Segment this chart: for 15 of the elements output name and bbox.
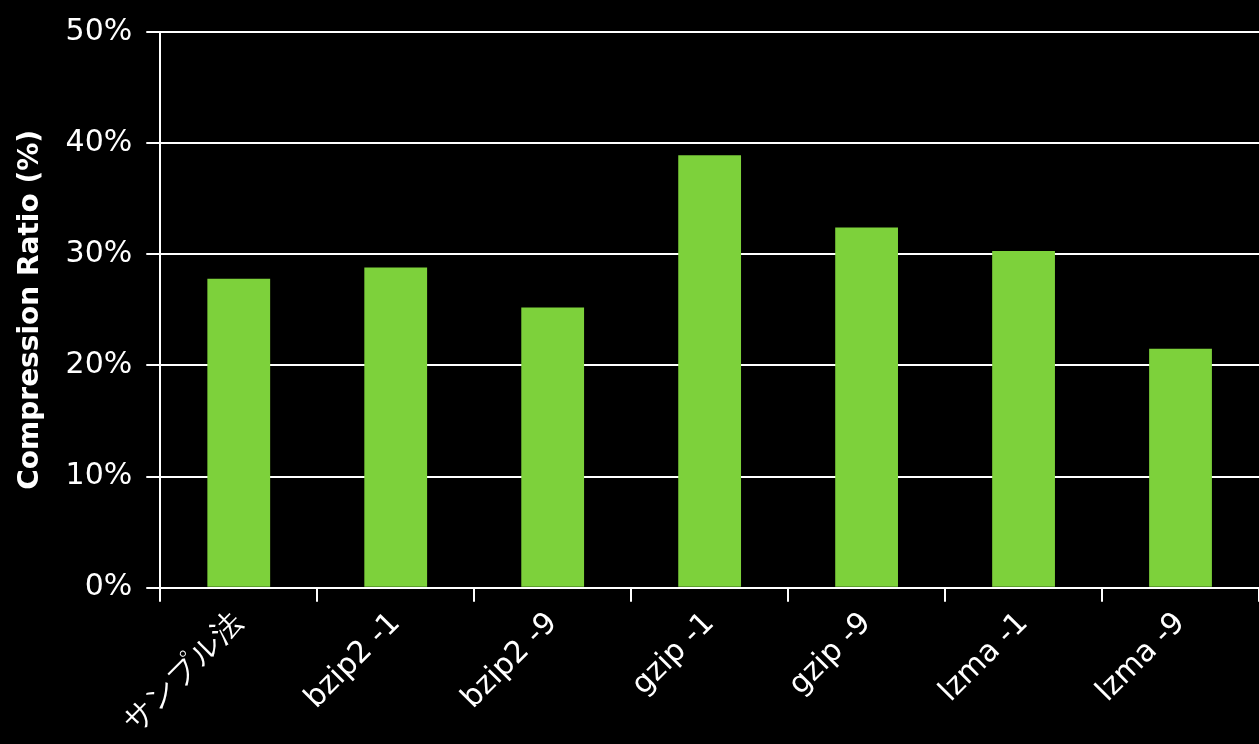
x-tick-label: サンプル法: [115, 604, 250, 738]
y-tick-label: 40%: [65, 122, 133, 158]
bar: [521, 307, 585, 587]
bar: [835, 227, 898, 587]
y-axis-title: Compression Ratio (%): [12, 129, 46, 490]
bar: [364, 267, 428, 587]
y-tick-label: 0%: [84, 567, 133, 603]
y-tick-label: 10%: [65, 456, 133, 492]
y-tick-label: 50%: [65, 11, 133, 47]
y-tick-label: 20%: [65, 345, 133, 381]
bar: [207, 278, 271, 587]
bar: [678, 155, 742, 587]
bar: [992, 250, 1055, 587]
bar: [1149, 348, 1212, 587]
y-tick-label: 30%: [65, 234, 133, 270]
